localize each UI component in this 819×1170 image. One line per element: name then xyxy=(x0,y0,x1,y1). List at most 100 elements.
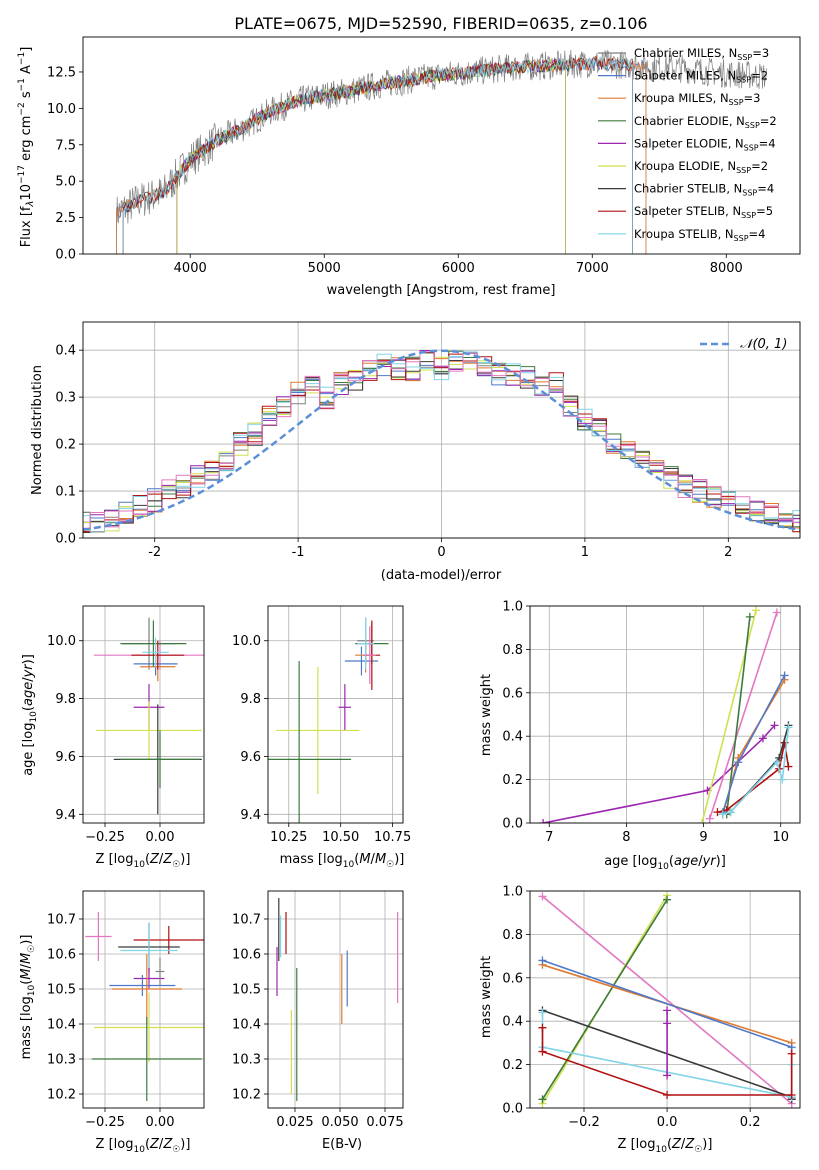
panel-age-vs-Z: −0.25 0.00 9.4 9.6 9.8 10.0 Z [log10(Z/Z☉)] a… xyxy=(21,605,205,870)
spectrum-ytick-label: 12.5 xyxy=(47,65,76,80)
weight-vs-Z-ytick-label: 1.0 xyxy=(502,885,523,900)
residual-hist-frame xyxy=(82,321,801,539)
legend-label: Salpeter STELIB, NSSP=5 xyxy=(634,204,773,220)
weight-vs-Z-ytick-label: 0.8 xyxy=(502,928,523,943)
legend-label: Chabrier STELIB, NSSP=4 xyxy=(634,182,774,198)
weight-vs-age-xtick-label: 9 xyxy=(699,830,707,845)
weight-vs-Z-series xyxy=(538,891,796,1108)
age-vs-mass-ticks: 10.25 10.50 10.75 9.4 9.6 9.8 10.0 xyxy=(232,606,411,845)
weight-vs-age-series xyxy=(539,606,793,823)
weight-marker xyxy=(539,819,548,823)
weight-vs-age-frame xyxy=(529,605,801,824)
weight-marker xyxy=(780,671,789,680)
legend-label: Chabrier MILES, NSSP=3 xyxy=(634,46,769,62)
mass-vs-ebv-xtick-label: 0.050 xyxy=(321,1115,358,1130)
residual-hist-ytick-label: 0.4 xyxy=(55,344,76,359)
weight-marker xyxy=(770,721,779,730)
weight-vs-age-xtick-label: 8 xyxy=(622,830,630,845)
age-vs-Z-xtick-label: 0.00 xyxy=(146,830,175,845)
age-vs-Z-ytick-label: 9.4 xyxy=(55,808,76,823)
mass-vs-Z-ytick-label: 10.7 xyxy=(47,913,76,928)
mass-vs-Z-ticks: −0.25 0.00 10.2 10.3 10.4 10.5 10.6 10.7 xyxy=(47,891,204,1130)
spectrum-legend: Chabrier MILES, NSSP=3 Salpeter MILES, NS… xyxy=(598,46,777,243)
weight-vs-Z-ylabel: mass weight xyxy=(479,956,494,1038)
mass-vs-ebv-plot-area: 0.025 0.050 0.075 10.2 10.3 10.4 10.5 10.6 10.7 xyxy=(232,890,404,1130)
weight-marker xyxy=(726,808,735,817)
weight-line xyxy=(541,895,793,1105)
weight-marker xyxy=(718,810,727,819)
spectrum-ytick-label: 2.5 xyxy=(55,211,76,226)
weight-vs-Z-ytick-label: 0.0 xyxy=(502,1102,523,1117)
age-vs-mass-xtick-label: 10.50 xyxy=(322,830,359,845)
weight-marker xyxy=(663,1019,672,1028)
mass-vs-ebv-ytick-label: 10.7 xyxy=(232,913,261,928)
weight-marker xyxy=(772,608,781,617)
residual-hist-ticks: -2 -1 0 1 2 0.0 0.1 0.2 0.3 0.4 xyxy=(55,322,800,560)
weight-vs-Z-ytick-label: 0.6 xyxy=(502,971,523,986)
legend-label: 𝒩(0, 1) xyxy=(740,337,787,352)
age-vs-Z-plot-area: −0.25 0.00 9.4 9.6 9.8 10.0 xyxy=(47,605,205,845)
weight-marker xyxy=(663,895,672,904)
legend-label: Kroupa STELIB, NSSP=4 xyxy=(634,227,765,243)
panel-residual-histogram: -2 -1 0 1 2 0.0 0.1 0.2 0.3 0.4 (data-model)/erro… xyxy=(30,321,801,583)
spectrum-model-line xyxy=(122,56,633,254)
weight-marker xyxy=(784,723,793,732)
weight-marker xyxy=(663,1006,672,1015)
weight-vs-age-xtick-label: 10 xyxy=(772,830,789,845)
age-vs-Z-ylabel: age [log10(age/yr)] xyxy=(21,654,39,776)
legend-label: Kroupa MILES, NSSP=3 xyxy=(634,91,760,107)
weight-vs-Z-xtick-label: −0.2 xyxy=(568,1115,600,1130)
age-vs-mass-ytick-label: 9.8 xyxy=(240,692,261,707)
mass-vs-ebv-xlabel: E(B-V) xyxy=(322,1137,362,1152)
weight-vs-age-ytick-label: 0.6 xyxy=(502,686,523,701)
age-vs-mass-ytick-label: 9.4 xyxy=(240,808,261,823)
residual-hist-xtick-label: 2 xyxy=(724,545,732,560)
weight-marker xyxy=(734,758,743,767)
spectrum-model-line xyxy=(176,58,566,254)
mass-vs-Z-xtick-label: 0.00 xyxy=(146,1115,175,1130)
weight-vs-age-ticks: 7 8 9 10 0.0 0.2 0.4 0.6 0.8 1.0 xyxy=(502,600,800,845)
spectrum-ticks: 4000 5000 6000 7000 8000 0.0 2.5 5.0 7.5 10.0 12.5 xyxy=(47,65,743,276)
mass-vs-Z-xlabel: Z [log10(Z/Z☉)] xyxy=(96,1137,191,1155)
weight-line xyxy=(542,724,776,823)
panel-age-vs-mass: 10.25 10.50 10.75 9.4 9.6 9.8 10.0 mass [log10… xyxy=(232,605,411,870)
weight-vs-age-xtick-label: 7 xyxy=(545,830,553,845)
age-vs-Z-frame xyxy=(82,605,205,824)
weight-line xyxy=(708,612,778,819)
histogram-legend: 𝒩(0, 1) xyxy=(700,337,787,352)
weight-vs-Z-xtick-label: 0.2 xyxy=(740,1115,761,1130)
spectrum-ylabel: Flux [fλ10−17 erg cm−2 s−1 A−1] xyxy=(17,47,36,248)
normal-curve xyxy=(83,349,800,532)
age-vs-Z-ytick-label: 10.0 xyxy=(47,634,76,649)
age-vs-mass-points xyxy=(268,617,389,823)
mass-vs-Z-ylabel: mass [log10(M/M☉)] xyxy=(19,935,37,1060)
mass-vs-Z-ytick-label: 10.3 xyxy=(47,1053,76,1068)
age-vs-Z-xtick-label: −0.25 xyxy=(85,830,125,845)
histogram-series xyxy=(83,349,800,533)
residual-hist-ytick-label: 0.1 xyxy=(55,485,76,500)
age-vs-mass-frame xyxy=(267,605,404,824)
weight-marker xyxy=(784,762,793,771)
mass-vs-Z-plot-area: −0.25 0.00 10.2 10.3 10.4 10.5 10.6 10.7 xyxy=(47,890,205,1130)
mass-vs-ebv-ytick-label: 10.3 xyxy=(232,1053,261,1068)
residual-hist-xtick-label: 0 xyxy=(437,545,445,560)
weight-marker xyxy=(772,758,781,767)
mass-vs-ebv-ytick-label: 10.6 xyxy=(232,948,261,963)
histogram-xlabel: (data-model)/error xyxy=(381,568,502,583)
age-vs-Z-ticks: −0.25 0.00 9.4 9.6 9.8 10.0 xyxy=(47,606,204,845)
weight-marker xyxy=(787,1090,796,1099)
weight-marker xyxy=(538,892,547,901)
weight-marker xyxy=(752,606,761,615)
histogram-ylabel: Normed distribution xyxy=(30,365,45,495)
mass-vs-Z-frame xyxy=(82,890,205,1109)
spectrum-ytick-label: 7.5 xyxy=(55,138,76,153)
mass-vs-ebv-ytick-label: 10.5 xyxy=(232,983,261,998)
residual-hist-xtick-label: -2 xyxy=(148,545,161,560)
weight-marker xyxy=(538,1095,547,1104)
weight-marker xyxy=(663,1090,672,1099)
age-vs-Z-points xyxy=(94,617,204,815)
mass-vs-Z-ytick-label: 10.5 xyxy=(47,983,76,998)
weight-vs-age-plot-area: 7 8 9 10 0.0 0.2 0.4 0.6 0.8 1.0 xyxy=(502,600,801,845)
spectrum-ytick-label: 5.0 xyxy=(55,175,76,190)
